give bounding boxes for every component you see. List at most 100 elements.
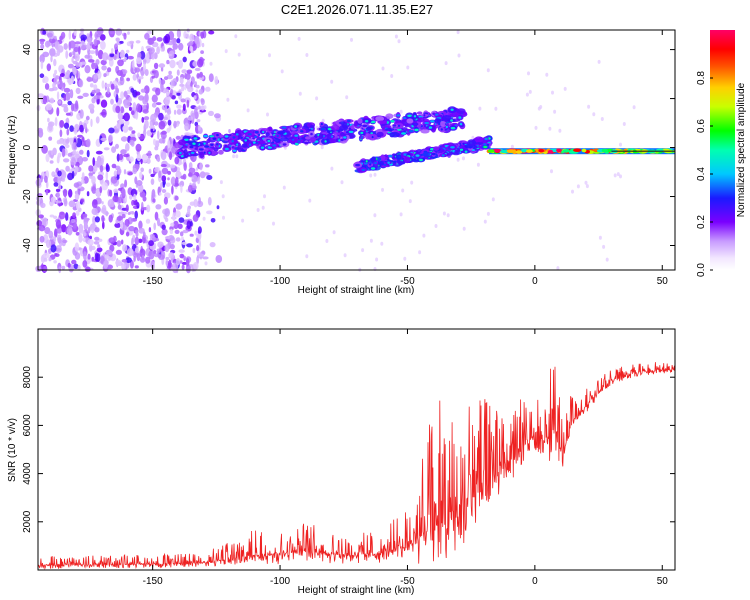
noise-cell: [175, 101, 178, 105]
noise-cell: [159, 192, 162, 195]
signal-cell: [294, 135, 298, 137]
noise-cell: [147, 151, 151, 157]
noise-cell: [171, 39, 176, 45]
signal-cell: [262, 128, 269, 131]
noise-cell: [141, 192, 145, 197]
noise-cell: [162, 229, 168, 235]
noise-cell: [100, 138, 107, 141]
signal-cell: [225, 148, 229, 150]
noise-cell: [47, 118, 50, 123]
noise-cell: [65, 166, 70, 172]
noise-cell: [83, 93, 89, 97]
noise-cell: [84, 55, 90, 59]
noise-cell: [92, 208, 98, 215]
noise-cell: [50, 160, 54, 163]
noise-cell: [79, 125, 84, 133]
noise-cell: [115, 260, 122, 266]
signal-cell: [409, 130, 414, 132]
colorbar-tick-label: 0.4: [696, 167, 707, 181]
noise-cell: [445, 61, 448, 65]
noise-cell: [527, 71, 530, 75]
y-tick-label: 6000: [22, 414, 33, 437]
noise-cell: [114, 43, 118, 50]
noise-cell: [111, 176, 118, 184]
noise-cell: [64, 199, 68, 206]
noise-cell: [129, 140, 134, 146]
noise-cell: [141, 117, 144, 123]
noise-cell: [235, 154, 238, 158]
signal-cell: [398, 125, 400, 127]
noise-cell: [161, 131, 167, 135]
noise-cell: [97, 247, 103, 252]
colorbar-tick-label: 0.8: [696, 71, 707, 85]
noise-cell: [168, 252, 174, 259]
noise-cell: [172, 78, 177, 86]
noise-cell: [182, 242, 187, 245]
noise-cell: [135, 265, 139, 268]
noise-cell: [422, 234, 425, 238]
noise-cell: [82, 136, 85, 142]
signal-cell: [446, 126, 448, 128]
noise-cell: [89, 176, 92, 179]
noise-cell: [210, 242, 216, 247]
signal-cell: [425, 122, 429, 124]
noise-cell: [192, 175, 198, 183]
signal-cell: [387, 162, 390, 164]
carrier-cell: [556, 149, 562, 153]
noise-cell: [390, 74, 393, 78]
noise-cell: [457, 158, 460, 162]
noise-cell: [92, 157, 95, 166]
noise-cell: [40, 44, 44, 49]
noise-cell: [94, 39, 98, 46]
noise-cell: [166, 259, 169, 267]
noise-cell: [158, 171, 161, 179]
noise-cell: [131, 130, 135, 134]
noise-cell: [46, 154, 50, 162]
noise-cell: [180, 175, 185, 179]
signal-cell: [422, 152, 430, 157]
noise-cell: [179, 217, 185, 223]
colorbar: 0.00.20.40.60.8 Normalized spectral ampl…: [696, 30, 747, 277]
noise-cell: [152, 95, 158, 103]
x-tick-label: -100: [270, 576, 290, 587]
noise-cell: [149, 227, 151, 232]
noise-cell: [65, 144, 69, 148]
noise-cell: [548, 127, 551, 131]
noise-cell: [165, 236, 171, 239]
noise-cell: [53, 260, 57, 263]
noise-cell: [171, 177, 176, 186]
noise-cell: [165, 218, 168, 222]
noise-cell: [136, 144, 142, 152]
noise-cell: [176, 136, 181, 140]
noise-cell: [118, 215, 122, 219]
colorbar-tick-label: 0.6: [696, 119, 707, 133]
noise-cell: [131, 110, 135, 115]
noise-cell: [166, 92, 169, 96]
noise-cell: [61, 104, 68, 108]
noise-cell: [107, 87, 110, 94]
noise-cell: [526, 93, 529, 97]
noise-cell: [220, 180, 223, 184]
signal-cell: [210, 144, 214, 146]
noise-cell: [162, 225, 166, 230]
noise-cell: [75, 41, 81, 44]
noise-cell: [162, 175, 167, 182]
noise-cell: [535, 126, 538, 130]
noise-cell: [100, 41, 106, 50]
signal-cell: [225, 135, 229, 137]
noise-cell: [129, 195, 133, 200]
signal-cell: [231, 140, 234, 142]
signal-cell: [261, 147, 264, 149]
noise-cell: [123, 113, 130, 122]
signal-cell: [283, 143, 287, 145]
noise-cell: [177, 109, 182, 115]
noise-cell: [101, 201, 103, 204]
noise-cell: [199, 72, 203, 78]
noise-cell: [68, 263, 71, 268]
noise-cell: [169, 50, 175, 59]
noise-cell: [126, 232, 129, 237]
noise-cell: [184, 123, 189, 132]
signal-cell: [199, 152, 204, 158]
signal-cell: [440, 121, 445, 127]
noise-cell: [350, 38, 353, 42]
